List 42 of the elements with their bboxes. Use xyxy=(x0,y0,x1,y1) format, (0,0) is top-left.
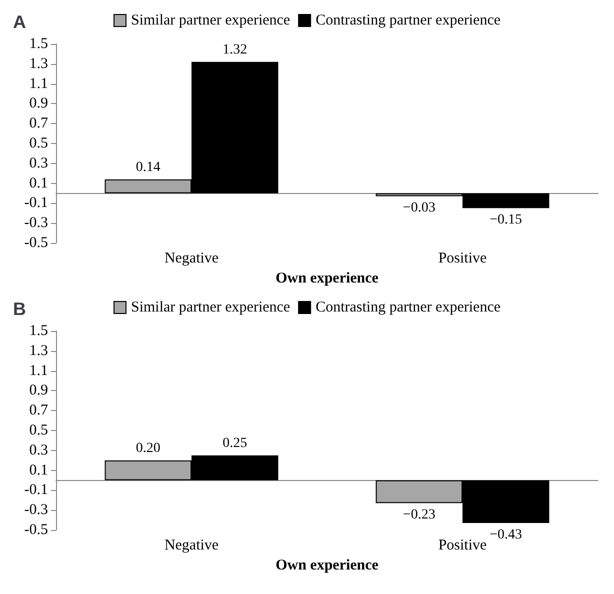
data-label: 1.32 xyxy=(222,42,248,58)
x-tick-label: Positive xyxy=(438,250,488,266)
y-tick-label: -0.1 xyxy=(24,482,48,498)
legend-label: Contrasting partner experience xyxy=(316,12,501,28)
y-tick-label: 0.3 xyxy=(29,442,48,458)
y-tick-label: 0.1 xyxy=(29,462,48,478)
x-tick-label: Negative xyxy=(164,538,219,554)
y-tick-label: -0.3 xyxy=(24,502,48,518)
data-label: 0.20 xyxy=(136,440,160,456)
y-tick-label: 1.1 xyxy=(29,76,48,92)
y-tick-label: 0.9 xyxy=(29,382,48,399)
legend-label: Similar partner experience xyxy=(130,300,290,316)
y-tick-label: 0.1 xyxy=(29,175,48,192)
data-label: −0.23 xyxy=(402,508,436,523)
y-tick-label: -0.1 xyxy=(24,195,48,212)
legend-label: Similar partner experience xyxy=(130,12,290,28)
y-tick-label: 0.5 xyxy=(29,422,48,438)
y-tick-label: -0.5 xyxy=(24,522,48,538)
y-tick-label: 0.3 xyxy=(29,155,48,172)
y-tick-label: 1.3 xyxy=(29,342,48,359)
y-tick-label: 0.7 xyxy=(29,116,48,132)
y-tick-label: 1.1 xyxy=(29,362,48,379)
y-tick-label: 0.5 xyxy=(29,136,48,152)
chart-title: B xyxy=(13,299,26,319)
x-axis-title: Own experience xyxy=(276,270,379,286)
x-tick-label: Negative xyxy=(164,250,219,266)
x-axis-title: Own experience xyxy=(276,557,379,574)
data-label: 0.14 xyxy=(136,160,160,175)
data-label: −0.43 xyxy=(490,528,522,543)
y-tick-label: 1.5 xyxy=(29,36,48,52)
chart-title: A xyxy=(13,12,26,32)
data-label: −0.15 xyxy=(490,212,522,228)
legend-label: Contrasting partner experience xyxy=(316,300,501,316)
y-tick-label: 1.3 xyxy=(29,56,48,72)
y-tick-label: 1.5 xyxy=(29,323,48,339)
data-label: 0.25 xyxy=(222,436,248,451)
x-tick-label: Positive xyxy=(438,538,488,554)
y-tick-label: -0.3 xyxy=(24,215,48,232)
data-label: −0.03 xyxy=(402,200,436,216)
y-tick-label: -0.5 xyxy=(24,235,48,251)
y-tick-label: 0.7 xyxy=(29,402,48,419)
y-tick-label: 0.9 xyxy=(29,96,48,112)
